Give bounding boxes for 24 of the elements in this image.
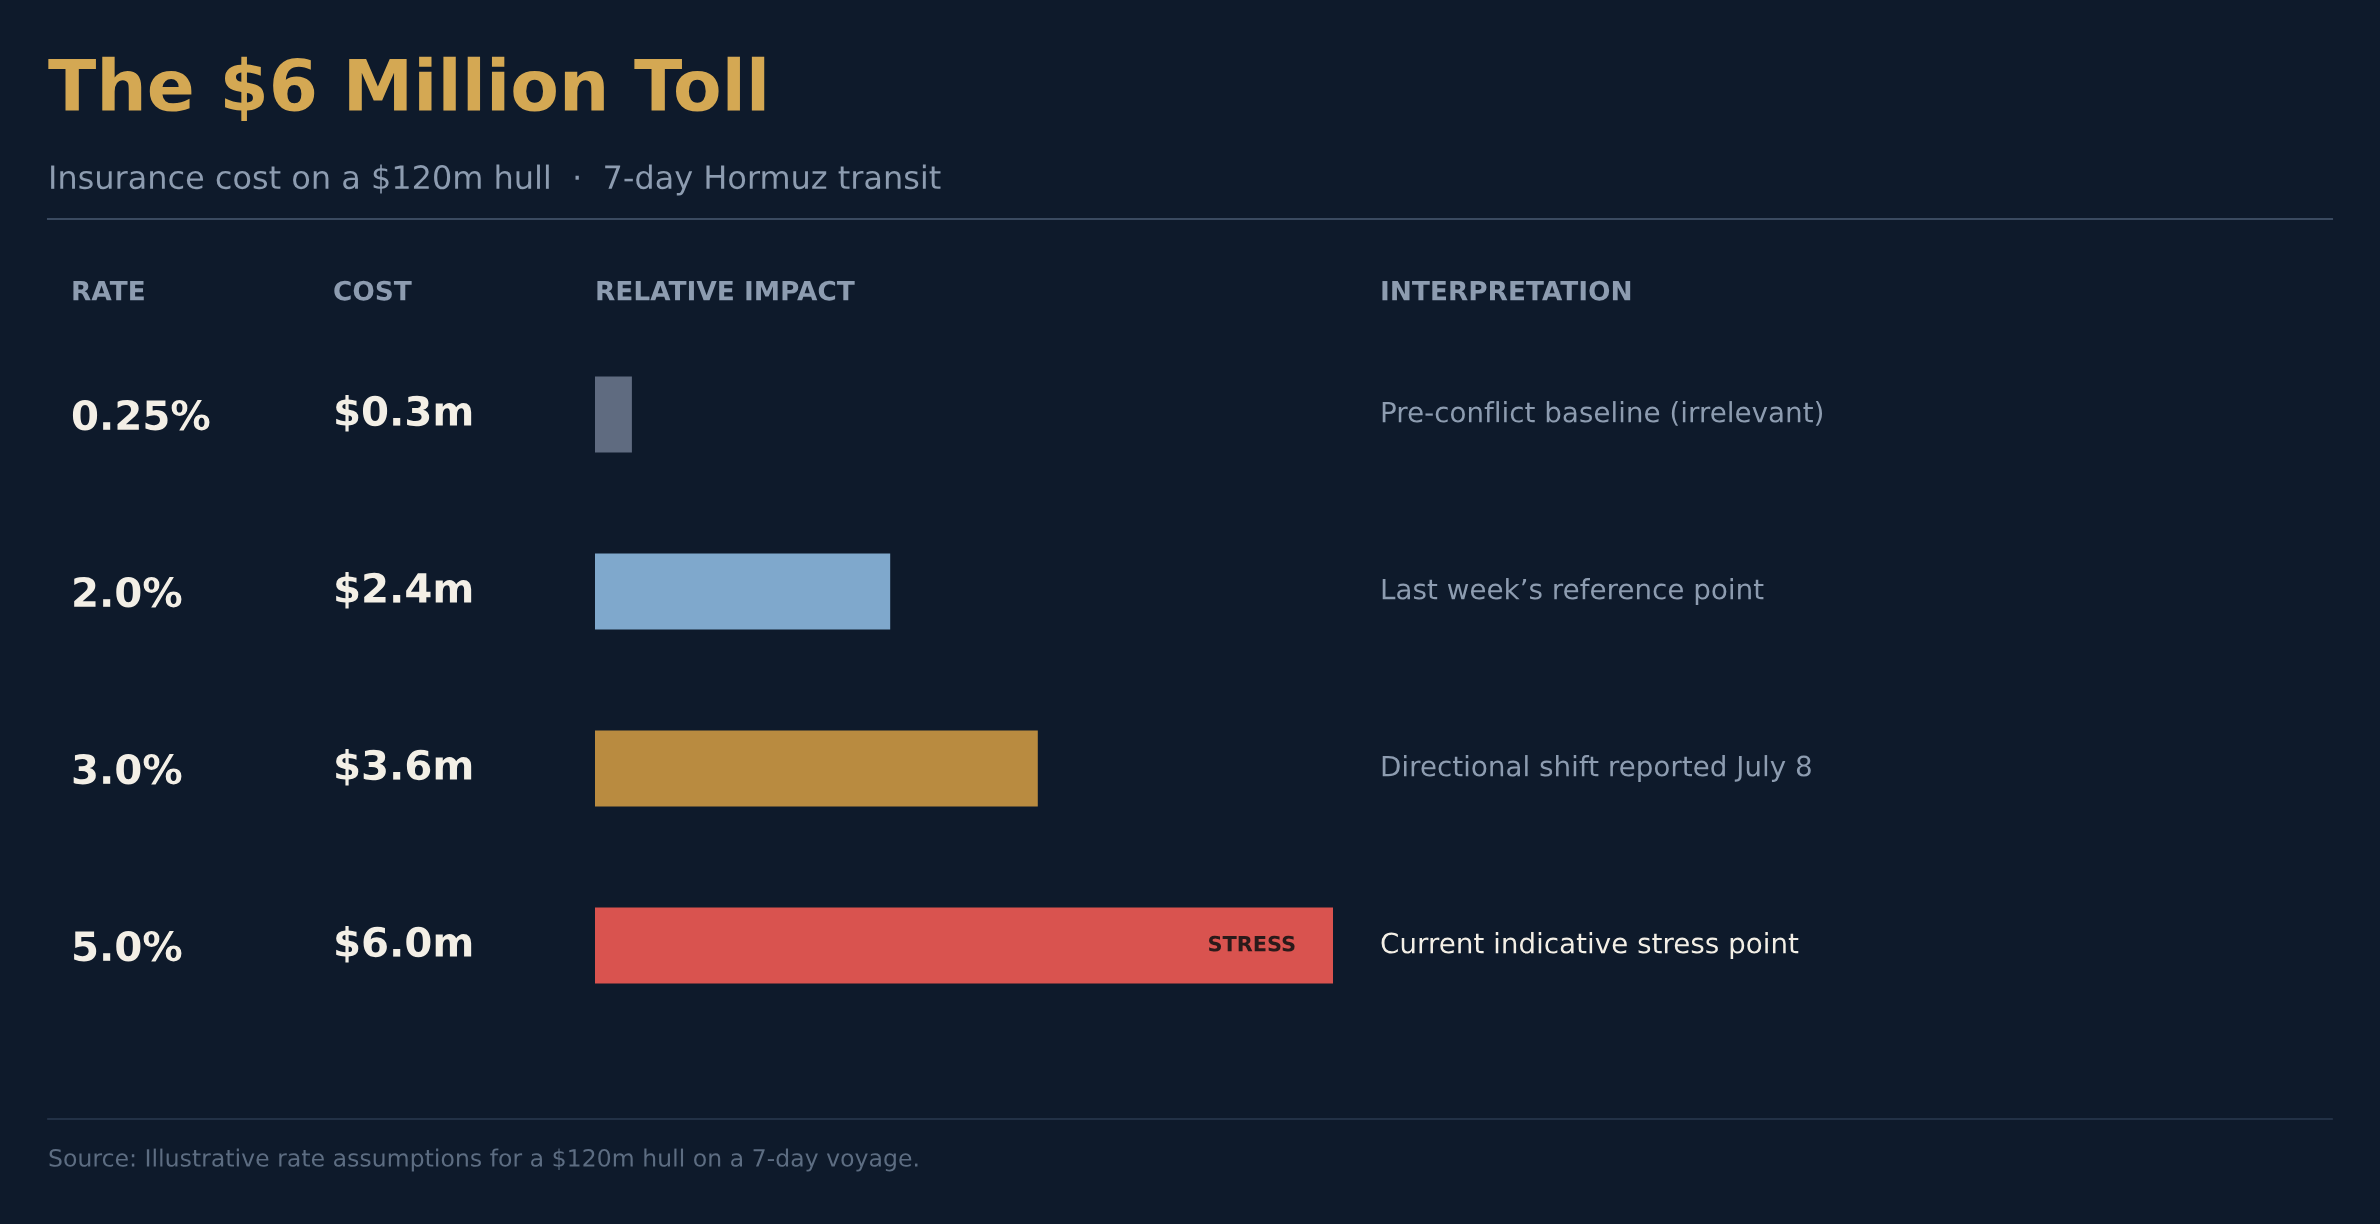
text: INTERPRETATION bbox=[1382, 280, 1631, 301]
text: Current indicative stress point bbox=[1381, 932, 1799, 959]
y-tick-label: 3.0% bbox=[73, 753, 182, 785]
data-label: $2.4m bbox=[336, 572, 472, 609]
text: COST bbox=[334, 280, 412, 301]
bar bbox=[595, 730, 1038, 807]
annotation: STRESS bbox=[1209, 935, 1295, 952]
data-label: $0.3m bbox=[336, 395, 472, 432]
chart-subtitle: Insurance cost on a $120m hull · 7-day Hormuz transit bbox=[51, 164, 941, 196]
text: Last week’s reference point bbox=[1382, 578, 1764, 605]
text: Directional shift reported July 8 bbox=[1382, 755, 1811, 782]
y-tick-label: 2.0% bbox=[74, 576, 182, 608]
source-note: Source: Illustrative rate assumptions for a $120m hull on a 7-day voyage. bbox=[49, 1148, 918, 1172]
y-tick-label: 5.0% bbox=[74, 930, 182, 962]
bar bbox=[595, 376, 632, 453]
text: Pre-conflict baseline (irrelevant) bbox=[1382, 401, 1823, 426]
data-label: $3.6m bbox=[336, 749, 472, 786]
chart-title: The $6 Million Toll bbox=[48, 56, 765, 121]
x-axis-title: RELATIVE IMPACT bbox=[597, 280, 855, 301]
bar bbox=[595, 907, 1333, 984]
y-tick-label: 0.25% bbox=[72, 399, 210, 431]
data-label: $6.0m bbox=[336, 926, 472, 963]
y-axis-title: RATE bbox=[73, 281, 144, 301]
bar bbox=[595, 553, 891, 630]
